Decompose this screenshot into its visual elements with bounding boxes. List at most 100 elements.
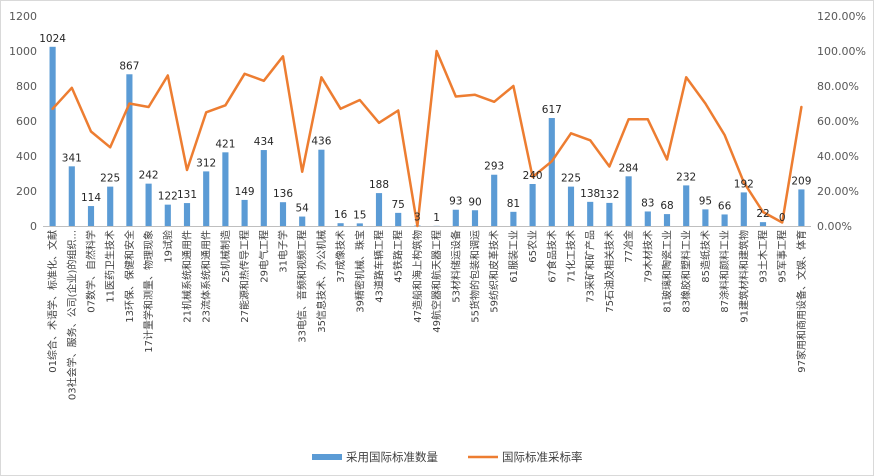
bar: [567, 186, 575, 226]
x-category-label: 91建筑材料和建筑物: [737, 230, 750, 323]
x-category-label: 87涂料和颜料工业: [718, 230, 731, 313]
rate-point: [167, 74, 169, 77]
bar-data-label: 22: [756, 208, 769, 220]
bar-data-label: 188: [369, 179, 389, 191]
rate-point: [51, 107, 54, 110]
rate-point: [224, 104, 227, 107]
y-left-tick-label: 200: [16, 185, 37, 198]
bar: [702, 209, 709, 226]
bar: [548, 118, 555, 226]
bar-data-label: 225: [561, 173, 581, 185]
rate-point: [781, 221, 783, 224]
x-category-label: 11医药卫生技术: [104, 230, 117, 303]
bar: [87, 206, 95, 226]
rate-point: [186, 169, 188, 171]
bar-data-label: 149: [235, 186, 255, 198]
rate-point: [800, 106, 803, 108]
bar: [759, 222, 767, 226]
bar-data-label: 66: [718, 200, 732, 212]
rate-point: [627, 118, 630, 121]
x-category-label: 73采矿和矿产品: [584, 230, 597, 303]
rate-point: [589, 139, 591, 142]
rate-point: [90, 130, 92, 133]
bar-data-label: 1024: [39, 33, 66, 45]
bar-data-label: 293: [484, 161, 504, 173]
bar: [222, 152, 229, 226]
y-right-tick-label: 60.00%: [817, 115, 859, 128]
bar: [798, 189, 805, 226]
bar-data-label: 16: [334, 209, 348, 221]
rate-point: [416, 225, 419, 227]
rate-point: [301, 170, 304, 173]
x-category-label: 65农业: [526, 230, 539, 263]
rate-point: [723, 134, 726, 136]
x-category-label: 07数学、自然科学: [85, 230, 98, 313]
rate-point: [109, 146, 111, 149]
bar: [318, 149, 325, 226]
x-category-label: 71化工技术: [565, 230, 578, 283]
bar: [587, 201, 594, 226]
bar-data-label: 95: [699, 195, 712, 207]
rate-point: [647, 118, 649, 121]
x-category-label: 97家用和商用设备、文娱、体育: [795, 230, 808, 373]
rate-point: [128, 102, 131, 105]
x-category-label: 55货物的包装和调运: [469, 230, 482, 323]
bar: [452, 209, 459, 226]
bar: [663, 214, 671, 226]
y-left-tick-label: 1000: [9, 45, 37, 58]
x-category-label: 23流体系统和通用件: [200, 230, 213, 323]
bar: [740, 192, 747, 226]
y-right-tick-label: 40.00%: [817, 150, 859, 163]
x-category-label: 25机械制造: [219, 230, 232, 283]
bar-data-label: 192: [734, 178, 754, 190]
y-right-tick-label: 120.00%: [817, 10, 866, 23]
legend-label-line: 国际标准采标率: [502, 450, 583, 464]
y-left-tick-label: 400: [16, 150, 37, 163]
bar-data-label: 122: [158, 191, 178, 203]
x-category-label: 33电信、音频和视频工程: [296, 230, 309, 343]
y-right-tick-label: 100.00%: [817, 45, 866, 58]
x-category-label: 31电子学: [277, 230, 290, 273]
bar-data-label: 0: [779, 212, 786, 224]
rate-point: [743, 181, 745, 184]
x-category-label: 61服装工业: [507, 230, 520, 283]
bar-data-label: 312: [196, 157, 216, 169]
bar-data-label: 81: [507, 198, 520, 210]
x-category-label: 95军事工程: [776, 230, 789, 283]
x-category-label: 03社会学、服务、公司(企业)的组织...: [65, 230, 78, 400]
x-category-label: 79木材技术: [641, 230, 654, 283]
bar-data-label: 421: [215, 138, 235, 150]
bar: [356, 223, 363, 226]
rate-point: [531, 176, 534, 178]
y-left-tick-label: 0: [30, 220, 37, 233]
bar: [279, 202, 287, 226]
y-left-tick-label: 800: [16, 80, 37, 93]
bar: [68, 166, 75, 226]
bar-data-label: 240: [523, 170, 543, 182]
rate-line: [51, 49, 803, 228]
x-category-label: 19试验: [161, 230, 174, 263]
rate-point: [397, 109, 400, 112]
bar-data-label: 341: [62, 152, 82, 164]
bar-data-label: 83: [641, 197, 654, 209]
x-category-label: 17计量学和测量、物理现象: [142, 230, 155, 353]
rate-point: [666, 158, 668, 161]
bar: [683, 185, 690, 226]
bar-data-label: 3: [414, 211, 421, 223]
rate-point: [282, 55, 284, 58]
rate-point: [455, 95, 457, 98]
bar: [375, 193, 383, 226]
y-left-tick-label: 1200: [9, 10, 37, 23]
bar-data-label: 209: [791, 175, 811, 187]
bar-data-label: 68: [660, 200, 673, 212]
bar: [299, 216, 306, 226]
rate-point: [493, 100, 496, 103]
bar-data-label: 93: [449, 196, 462, 208]
bar: [721, 214, 728, 226]
bar-data-label: 90: [468, 196, 481, 208]
rate-point: [359, 99, 361, 101]
bar: [183, 203, 191, 226]
legend-swatch-bars: [312, 454, 342, 460]
